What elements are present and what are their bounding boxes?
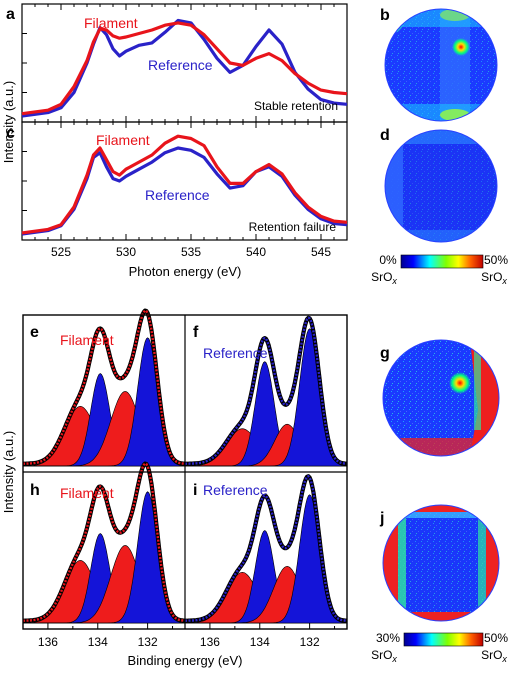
top-x-tick-label: 545 [311,245,331,259]
panel-label-e: e [30,324,39,341]
xps-grid: e Filament f Reference h Filament i Refe… [22,308,348,630]
xps-envelope-data [185,474,347,622]
colorbar-bottom: 30% 50% SrOx SrOx [371,631,508,664]
map-d: d [380,127,498,243]
colorbar-top-min: 0% [379,253,397,267]
panel-label-g: g [380,345,390,362]
panel-c-reference-label: Reference [145,187,210,203]
panel-i-label: Reference [203,482,268,498]
top-x-tick-label: 530 [116,245,136,259]
map-g-border [382,339,500,457]
colorbar-bottom-max-species: SrOx [481,648,507,664]
panel-a-note: Stable retention [254,99,338,113]
top-x-tick-labels: 525 530 535 540 545 [51,245,331,259]
top-y-axis-title: Intensity (a.u.) [1,81,16,163]
map-j: j [379,504,500,622]
panel-label-h: h [30,482,40,499]
colorbar-top-max-species: SrOx [481,270,507,286]
panel-h-plot [22,461,186,629]
colorbar-top: 0% 50% SrOx SrOx [371,253,508,286]
bottom-x-axis-title: Binding energy (eV) [128,653,243,668]
colorbar-bottom-min-species: SrOx [371,648,397,664]
top-x-tick-label: 535 [181,245,201,259]
map-d-border [384,129,498,243]
panel-a-ticks [22,4,348,122]
colorbar-bottom-max: 50% [484,631,508,645]
map-j-border [382,504,500,622]
panel-f-label: Reference [203,345,268,361]
xps-envelope-data [23,309,185,465]
panel-label-j: j [379,510,384,527]
panel-c-filament-line [21,134,348,235]
panel-label-c: c [6,125,15,142]
top-x-axis-title: Photon energy (eV) [129,264,242,279]
bottom-x-tick-labels: 136 134 132 136 134 132 [38,635,320,649]
panel-c-ticks [22,122,348,240]
panel-c: c Filament Reference Retention failure [6,121,348,241]
bottom-x-tick-label: 136 [38,635,58,649]
colorbar-top-min-species: SrOx [371,270,397,286]
colorbar-top-bar [400,254,484,269]
bottom-x-tick-label: 136 [200,635,220,649]
panel-a: a Filament Reference Stable retention [6,3,348,123]
panel-i-plot [184,474,348,629]
bottom-x-tick-label: 134 [250,635,270,649]
panel-a-filament-label: Filament [84,15,138,31]
bottom-x-tick-label: 134 [88,635,108,649]
panel-e-label: Filament [60,332,114,348]
colorbar-bottom-min: 30% [376,631,400,645]
bottom-x-tick-label: 132 [300,635,320,649]
panel-label-i: i [193,482,197,499]
xps-envelope-data [23,462,185,622]
panel-label-f: f [193,324,199,341]
panel-f-plot [184,315,348,467]
panel-a-reference-label: Reference [148,57,213,73]
panel-a-filament-line [21,21,348,116]
xps-envelope-data [185,316,347,465]
map-b: b [380,7,498,122]
map-b-border [384,8,498,122]
top-x-tick-label: 540 [246,245,266,259]
colorbar-bottom-bar [403,632,484,647]
panel-label-d: d [380,127,390,144]
map-g: g [380,339,500,457]
panel-c-note: Retention failure [249,220,337,234]
panel-c-filament-label: Filament [96,132,150,148]
panel-label-a: a [6,6,15,23]
panel-label-b: b [380,7,390,24]
panel-h-label: Filament [60,485,114,501]
bottom-y-axis-title: Intensity (a.u.) [1,431,16,513]
panel-e-plot [22,308,186,467]
top-x-tick-label: 525 [51,245,71,259]
colorbar-top-max: 50% [484,253,508,267]
bottom-x-tick-label: 132 [138,635,158,649]
